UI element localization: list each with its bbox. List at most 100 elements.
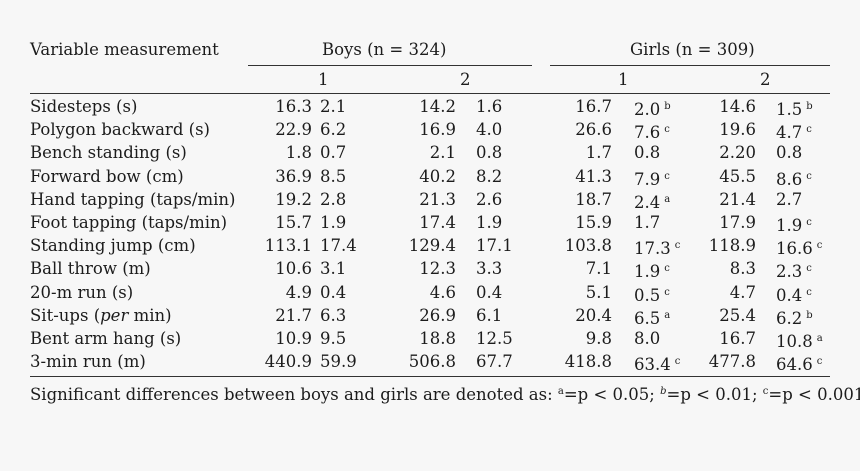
sd-number: 7.9 bbox=[634, 169, 661, 189]
sd-value: 7.6 c bbox=[634, 118, 670, 145]
boys-group-rule bbox=[248, 65, 532, 66]
sd-value: 1.9 bbox=[476, 211, 502, 235]
sd-number: 12.5 bbox=[476, 329, 513, 348]
mean-value: 21.7 bbox=[275, 305, 312, 325]
sd-number: 2.4 bbox=[634, 192, 661, 212]
significance-mark: c bbox=[664, 170, 670, 182]
sd-number: 1.9 bbox=[320, 213, 347, 232]
sd-value: 1.9 c bbox=[776, 211, 812, 238]
row-label: Ball throw (m) bbox=[30, 259, 151, 279]
sd-value: 3.1 bbox=[320, 257, 346, 281]
sd-value: 0.8 bbox=[776, 141, 802, 165]
table-row: Sidesteps (s) 16.3 2.1 14.2 1.6 16.7 2.0 b 14.6 1… bbox=[0, 95, 860, 119]
sd-number: 16.6 bbox=[776, 239, 813, 259]
table-row: Polygon backward (s) 22.9 6.2 16.9 4.0 26.6 7.… bbox=[0, 118, 860, 142]
footnote: Significant differences between boys and… bbox=[30, 385, 860, 404]
sd-value: 1.9 bbox=[320, 211, 346, 235]
header-bottom-rule bbox=[30, 93, 830, 94]
significance-mark: b bbox=[806, 101, 813, 112]
mean-value: 21.3 bbox=[419, 189, 456, 209]
sd-number: 8.0 bbox=[634, 329, 661, 348]
table-row: 20-m run (s) 4.9 0.4 4.6 0.4 5.1 0.5 c 4.7 0.4 c bbox=[0, 281, 860, 305]
sd-number: 4.0 bbox=[476, 120, 503, 140]
mean-value: 26.9 bbox=[419, 305, 456, 325]
mean-value: 20.4 bbox=[575, 305, 612, 325]
sd-number: 0.5 bbox=[634, 285, 661, 305]
sd-value: 0.8 bbox=[634, 141, 660, 165]
significance-mark: c bbox=[664, 263, 670, 275]
mean-value: 4.9 bbox=[285, 282, 312, 302]
row-label: Bench standing (s) bbox=[30, 143, 187, 163]
table-row: Standing jump (cm) 113.1 17.4 129.4 17.1 103.… bbox=[0, 234, 860, 258]
sd-number: 59.9 bbox=[320, 352, 357, 372]
row-label: 20-m run (s) bbox=[30, 282, 134, 302]
sd-value: 59.9 bbox=[320, 350, 357, 374]
sd-value: 67.7 bbox=[476, 350, 513, 374]
mean-value: 113.1 bbox=[264, 236, 312, 256]
sd-number: 0.4 bbox=[476, 282, 503, 302]
mean-value: 10.6 bbox=[275, 259, 312, 279]
sd-number: 8.6 bbox=[776, 169, 803, 189]
sd-value: 0.8 bbox=[476, 141, 502, 165]
sd-number: 3.1 bbox=[320, 259, 347, 279]
mean-value: 16.7 bbox=[719, 329, 756, 348]
mean-value: 16.7 bbox=[575, 97, 612, 116]
significance-mark: c bbox=[806, 170, 812, 182]
sd-number: 17.4 bbox=[320, 236, 357, 256]
mean-value: 25.4 bbox=[719, 305, 756, 325]
mean-value: 14.6 bbox=[719, 97, 756, 116]
row-label: Forward bow (cm) bbox=[30, 166, 184, 186]
sd-number: 1.5 bbox=[776, 100, 803, 119]
significance-mark: c bbox=[806, 124, 812, 136]
mean-value: 22.9 bbox=[275, 120, 312, 140]
table-row: Forward bow (cm) 36.9 8.5 40.2 8.2 41.3 7.9 c 45… bbox=[0, 165, 860, 189]
footnote-a: =p < 0.05; bbox=[563, 385, 661, 404]
mean-value: 10.9 bbox=[275, 329, 312, 348]
girls-sub1: 1 bbox=[618, 70, 629, 89]
mean-value: 1.7 bbox=[585, 143, 612, 163]
mean-value: 118.9 bbox=[708, 236, 756, 256]
mean-value: 41.3 bbox=[575, 166, 612, 186]
mean-value: 26.6 bbox=[575, 120, 612, 140]
sd-value: 2.3 c bbox=[776, 257, 812, 284]
sd-number: 6.2 bbox=[776, 308, 803, 328]
mean-value: 19.6 bbox=[719, 120, 756, 140]
mean-value: 18.7 bbox=[575, 189, 612, 209]
row-label: 3-min run (m) bbox=[30, 352, 146, 372]
mean-value: 16.3 bbox=[275, 97, 312, 116]
mean-value: 506.8 bbox=[408, 352, 456, 372]
mean-value: 8.3 bbox=[729, 259, 756, 279]
table-row: Sit-ups (per min) 21.7 6.3 26.9 6.1 20.4 6.5 a 2… bbox=[0, 304, 860, 328]
header-girls: Girls (n = 309) bbox=[630, 40, 755, 59]
sd-value: 2.6 bbox=[476, 188, 502, 212]
mean-value: 103.8 bbox=[564, 236, 612, 256]
sd-value: 7.9 c bbox=[634, 165, 670, 192]
sd-value: 0.4 c bbox=[776, 281, 812, 308]
row-label-pre: Sit-ups ( bbox=[30, 305, 101, 325]
mean-value: 9.8 bbox=[585, 329, 612, 348]
sd-number: 2.7 bbox=[776, 189, 803, 209]
mean-value: 17.9 bbox=[719, 213, 756, 232]
footnote-mark-c: c bbox=[762, 386, 769, 397]
sd-value: 63.4 c bbox=[634, 350, 680, 377]
sd-number: 67.7 bbox=[476, 352, 513, 372]
sd-number: 1.9 bbox=[776, 216, 803, 235]
sd-value: 0.4 bbox=[476, 281, 502, 305]
row-label-em: per bbox=[100, 305, 129, 325]
sd-number: 0.7 bbox=[320, 143, 347, 163]
sd-value: 2.0 b bbox=[634, 95, 671, 122]
sd-number: 17.3 bbox=[634, 239, 671, 259]
sd-number: 2.8 bbox=[320, 189, 347, 209]
sd-number: 0.8 bbox=[634, 143, 661, 163]
sd-value: 17.1 bbox=[476, 234, 513, 258]
mean-value: 36.9 bbox=[275, 166, 312, 186]
mean-value: 21.4 bbox=[719, 189, 756, 209]
row-label: Foot tapping (taps/min) bbox=[30, 213, 228, 232]
sd-value: 2.4 a bbox=[634, 188, 670, 215]
mean-value: 477.8 bbox=[708, 352, 756, 372]
mean-value: 4.6 bbox=[429, 282, 456, 302]
mean-value: 16.9 bbox=[419, 120, 456, 140]
girls-sub2: 2 bbox=[760, 70, 771, 89]
sd-number: 64.6 bbox=[776, 355, 813, 375]
mean-value: 15.9 bbox=[575, 213, 612, 232]
